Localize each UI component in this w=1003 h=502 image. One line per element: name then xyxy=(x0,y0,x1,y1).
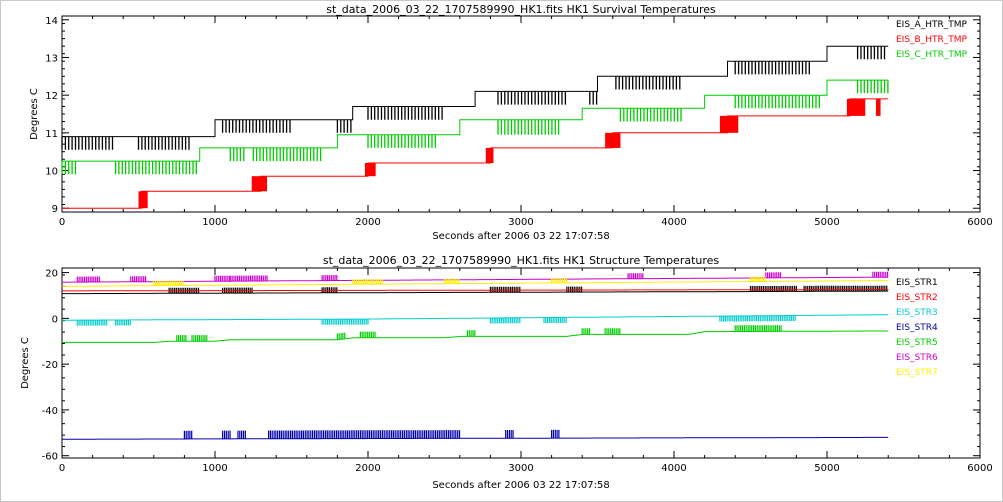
y-tick-label: 13 xyxy=(45,53,58,64)
series-eis-str4 xyxy=(62,429,889,440)
series-spikes xyxy=(176,325,782,342)
data-block xyxy=(875,98,881,116)
y-tick-label: 20 xyxy=(45,269,58,280)
x-tick-label: 6000 xyxy=(967,217,992,228)
x-tick-label: 4000 xyxy=(661,463,686,474)
series-eis-str5 xyxy=(62,325,889,343)
legend-entry: EIS_STR3 xyxy=(896,308,938,318)
legend-entry: EIS_STR4 xyxy=(896,323,938,333)
x-tick-label: 4000 xyxy=(661,217,686,228)
series-eis-c-htr-tmp xyxy=(61,79,889,175)
series-toggles xyxy=(61,46,886,150)
y-tick-label: 0 xyxy=(52,314,58,325)
y-tick-label: 14 xyxy=(45,16,58,27)
data-block xyxy=(719,115,739,133)
y-tick-label: 12 xyxy=(45,91,58,102)
legend-entry: EIS_A_HTR_TMP xyxy=(896,20,967,30)
x-tick-label: 3000 xyxy=(508,463,533,474)
x-tick-label: 1000 xyxy=(202,217,227,228)
series-eis-str3 xyxy=(62,314,889,326)
series-line xyxy=(62,289,889,292)
y-tick-label: 10 xyxy=(45,167,58,178)
y-tick-label: -20 xyxy=(42,360,58,371)
series-eis-str6 xyxy=(62,271,889,283)
x-tick-label: 2000 xyxy=(355,463,380,474)
chart-panel-2: st_data_2006_03_22_1707589990_HK1.fits H… xyxy=(20,254,993,491)
plot-area-frame xyxy=(61,267,981,459)
data-block xyxy=(138,191,148,209)
legend-entry: EIS_STR5 xyxy=(896,338,938,348)
x-tick-label: 1000 xyxy=(202,463,227,474)
legend-entry: EIS_C_HTR_TMP xyxy=(896,50,968,60)
legend-entry: EIS_B_HTR_TMP xyxy=(896,35,968,45)
series-spikes xyxy=(183,429,560,439)
x-tick-label: 2000 xyxy=(355,217,380,228)
x-tick-label: 0 xyxy=(59,463,65,474)
data-block xyxy=(364,163,376,177)
series-spikes xyxy=(76,315,796,326)
y-axis-label: Degrees C xyxy=(29,88,40,140)
series-spikes xyxy=(76,271,889,283)
y-tick-label: 11 xyxy=(45,129,58,140)
chart-title: st_data_2006_03_22_1707589990_HK1.fits H… xyxy=(323,254,720,267)
chart-title: st_data_2006_03_22_1707589990_HK1.fits H… xyxy=(326,3,716,16)
x-axis-label: Seconds after 2006 03 22 17:07:58 xyxy=(432,231,609,242)
y-tick-label: -40 xyxy=(42,406,58,417)
x-axis-label: Seconds after 2006 03 22 17:07:58 xyxy=(432,480,609,491)
y-axis-label: Degrees C xyxy=(20,337,31,389)
series-eis-a-htr-tmp xyxy=(61,45,889,150)
series-line xyxy=(62,98,889,209)
x-tick-label: 6000 xyxy=(967,463,992,474)
y-tick-label: 9 xyxy=(52,204,58,215)
series-spikes xyxy=(153,276,766,286)
series-eis-str2 xyxy=(62,289,889,292)
data-block xyxy=(605,132,621,148)
x-tick-label: 5000 xyxy=(814,217,839,228)
x-tick-label: 3000 xyxy=(508,217,533,228)
data-block xyxy=(846,98,866,116)
legend-entry: EIS_STR2 xyxy=(896,293,938,303)
legend-entry: EIS_STR1 xyxy=(896,278,938,288)
x-tick-label: 5000 xyxy=(814,463,839,474)
legend-entry: EIS_STR7 xyxy=(896,368,938,378)
data-block xyxy=(251,176,268,192)
series-toggles xyxy=(61,80,889,175)
chart-panel-1: st_data_2006_03_22_1707589990_HK1.fits H… xyxy=(29,3,993,242)
series-eis-b-htr-tmp xyxy=(62,98,889,209)
x-tick-label: 0 xyxy=(59,217,65,228)
y-tick-label: -60 xyxy=(42,452,58,463)
data-block xyxy=(485,147,494,163)
plot-area-frame xyxy=(61,15,981,213)
series-line xyxy=(62,436,889,440)
legend-entry: EIS_STR6 xyxy=(896,353,938,363)
series-line xyxy=(62,45,889,138)
series-eis-str7 xyxy=(62,276,889,287)
